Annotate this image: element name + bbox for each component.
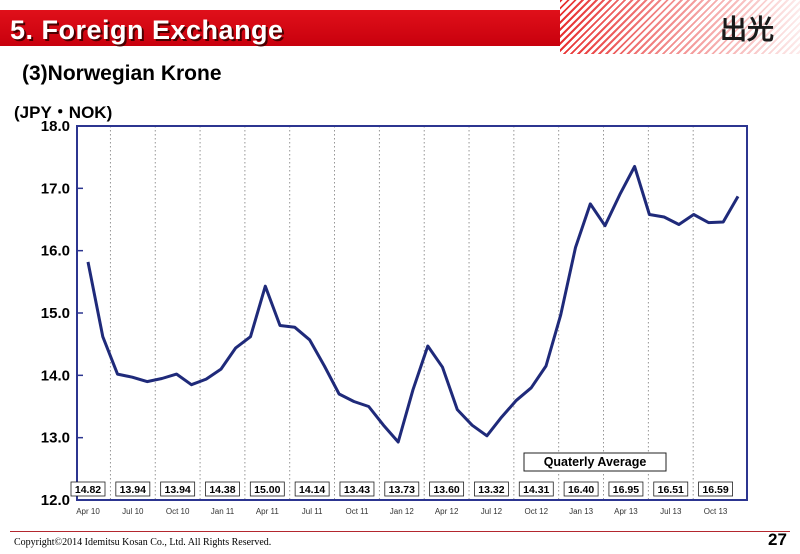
series-line — [86, 165, 740, 444]
x-tick-label: Oct 12 — [524, 507, 548, 516]
quarterly-average-value: 13.43 — [344, 484, 370, 496]
x-tick-label: Apr 11 — [256, 507, 280, 516]
logo-text: 出光 — [720, 15, 774, 46]
quarterly-average-box — [474, 481, 509, 497]
quarterly-average-box — [384, 481, 420, 497]
quarterly-average-value: 14.82 — [75, 484, 101, 496]
x-tick-label: Jul 11 — [302, 507, 323, 516]
quarterly-average-box — [294, 481, 330, 497]
annotation-label: Quaterly Average — [544, 455, 647, 469]
quarterly-average-box — [429, 481, 465, 497]
y-tick-label: 14.0 — [41, 367, 70, 384]
quarterly-average-value: 16.95 — [613, 484, 639, 496]
section-subtitle: (3)Norwegian Krone — [22, 62, 222, 85]
quarterly-average-box — [563, 481, 599, 497]
y-axis-unit-label: (JPY・NOK) — [14, 103, 113, 122]
quarterly-average-box — [249, 481, 285, 497]
title-bar — [0, 10, 660, 46]
plot-frame — [76, 125, 748, 501]
header-band: 5. Foreign Exchange 出光 — [0, 0, 800, 54]
x-tick-label: Jan 12 — [390, 507, 415, 516]
exchange-rate-chart: 14.82 13.94 13.94 14.38 15.00 14.14 13.43 13.73… — [41, 118, 748, 516]
x-tick-label: Jan 13 — [569, 507, 594, 516]
quarterly-average-value: 13.32 — [478, 484, 504, 496]
x-tick-label: Oct 10 — [166, 507, 190, 516]
y-tick-label: 16.0 — [41, 243, 70, 260]
y-tick-label: 13.0 — [41, 430, 70, 447]
quarterly-average-value: 13.94 — [120, 484, 146, 496]
x-tick-label: Apr 13 — [614, 507, 638, 516]
footer-divider — [10, 531, 790, 532]
quarterly-average-value: 14.38 — [209, 484, 235, 496]
quarterly-average-value: 14.14 — [299, 484, 325, 496]
x-tick-label: Jul 12 — [481, 507, 503, 516]
quarterly-average-box — [160, 481, 196, 497]
x-tick-label: Oct 11 — [345, 507, 369, 516]
quarterly-average-value: 14.31 — [523, 484, 549, 496]
quarterly-average-value: 16.40 — [568, 484, 594, 496]
x-tick-label: Jul 10 — [122, 507, 144, 516]
y-tick-label: 17.0 — [41, 180, 70, 197]
y-tick-label: 15.0 — [41, 305, 70, 322]
x-tick-label: Apr 10 — [76, 507, 100, 516]
x-tick-label: Apr 12 — [435, 507, 459, 516]
company-logo: 出光 — [720, 15, 774, 46]
quarterly-average-value: 13.73 — [389, 484, 415, 496]
quarterly-average-box — [518, 481, 554, 497]
quarterly-average-box — [115, 481, 151, 497]
quarterly-average-box — [698, 481, 733, 497]
x-tick-label: Jul 13 — [660, 507, 682, 516]
x-tick-label: Jan 11 — [211, 507, 235, 516]
header-fade — [560, 0, 800, 54]
quarterly-average-value: 15.00 — [254, 484, 280, 496]
quarterly-average-box — [339, 481, 375, 497]
quarterly-average-box — [653, 481, 689, 497]
quarterly-average-value: 13.60 — [433, 484, 459, 496]
page-title: 5. Foreign Exchange — [10, 15, 284, 45]
quarterly-average-value: 13.94 — [165, 484, 191, 496]
quarterly-average-value: 16.59 — [702, 484, 728, 496]
copyright-text: Copyright©2014 Idemitsu Kosan Co., Ltd. … — [14, 537, 272, 548]
annotation-box — [523, 452, 667, 472]
x-tick-label: Oct 13 — [704, 507, 728, 516]
y-tick-label: 18.0 — [41, 118, 70, 135]
quarterly-average-box — [608, 481, 644, 497]
y-tick-label: 12.0 — [41, 492, 70, 509]
page-number: 27 — [768, 530, 787, 549]
quarterly-average-value: 16.51 — [658, 484, 684, 496]
quarterly-average-box — [205, 481, 240, 497]
quarterly-average-box — [70, 481, 106, 497]
